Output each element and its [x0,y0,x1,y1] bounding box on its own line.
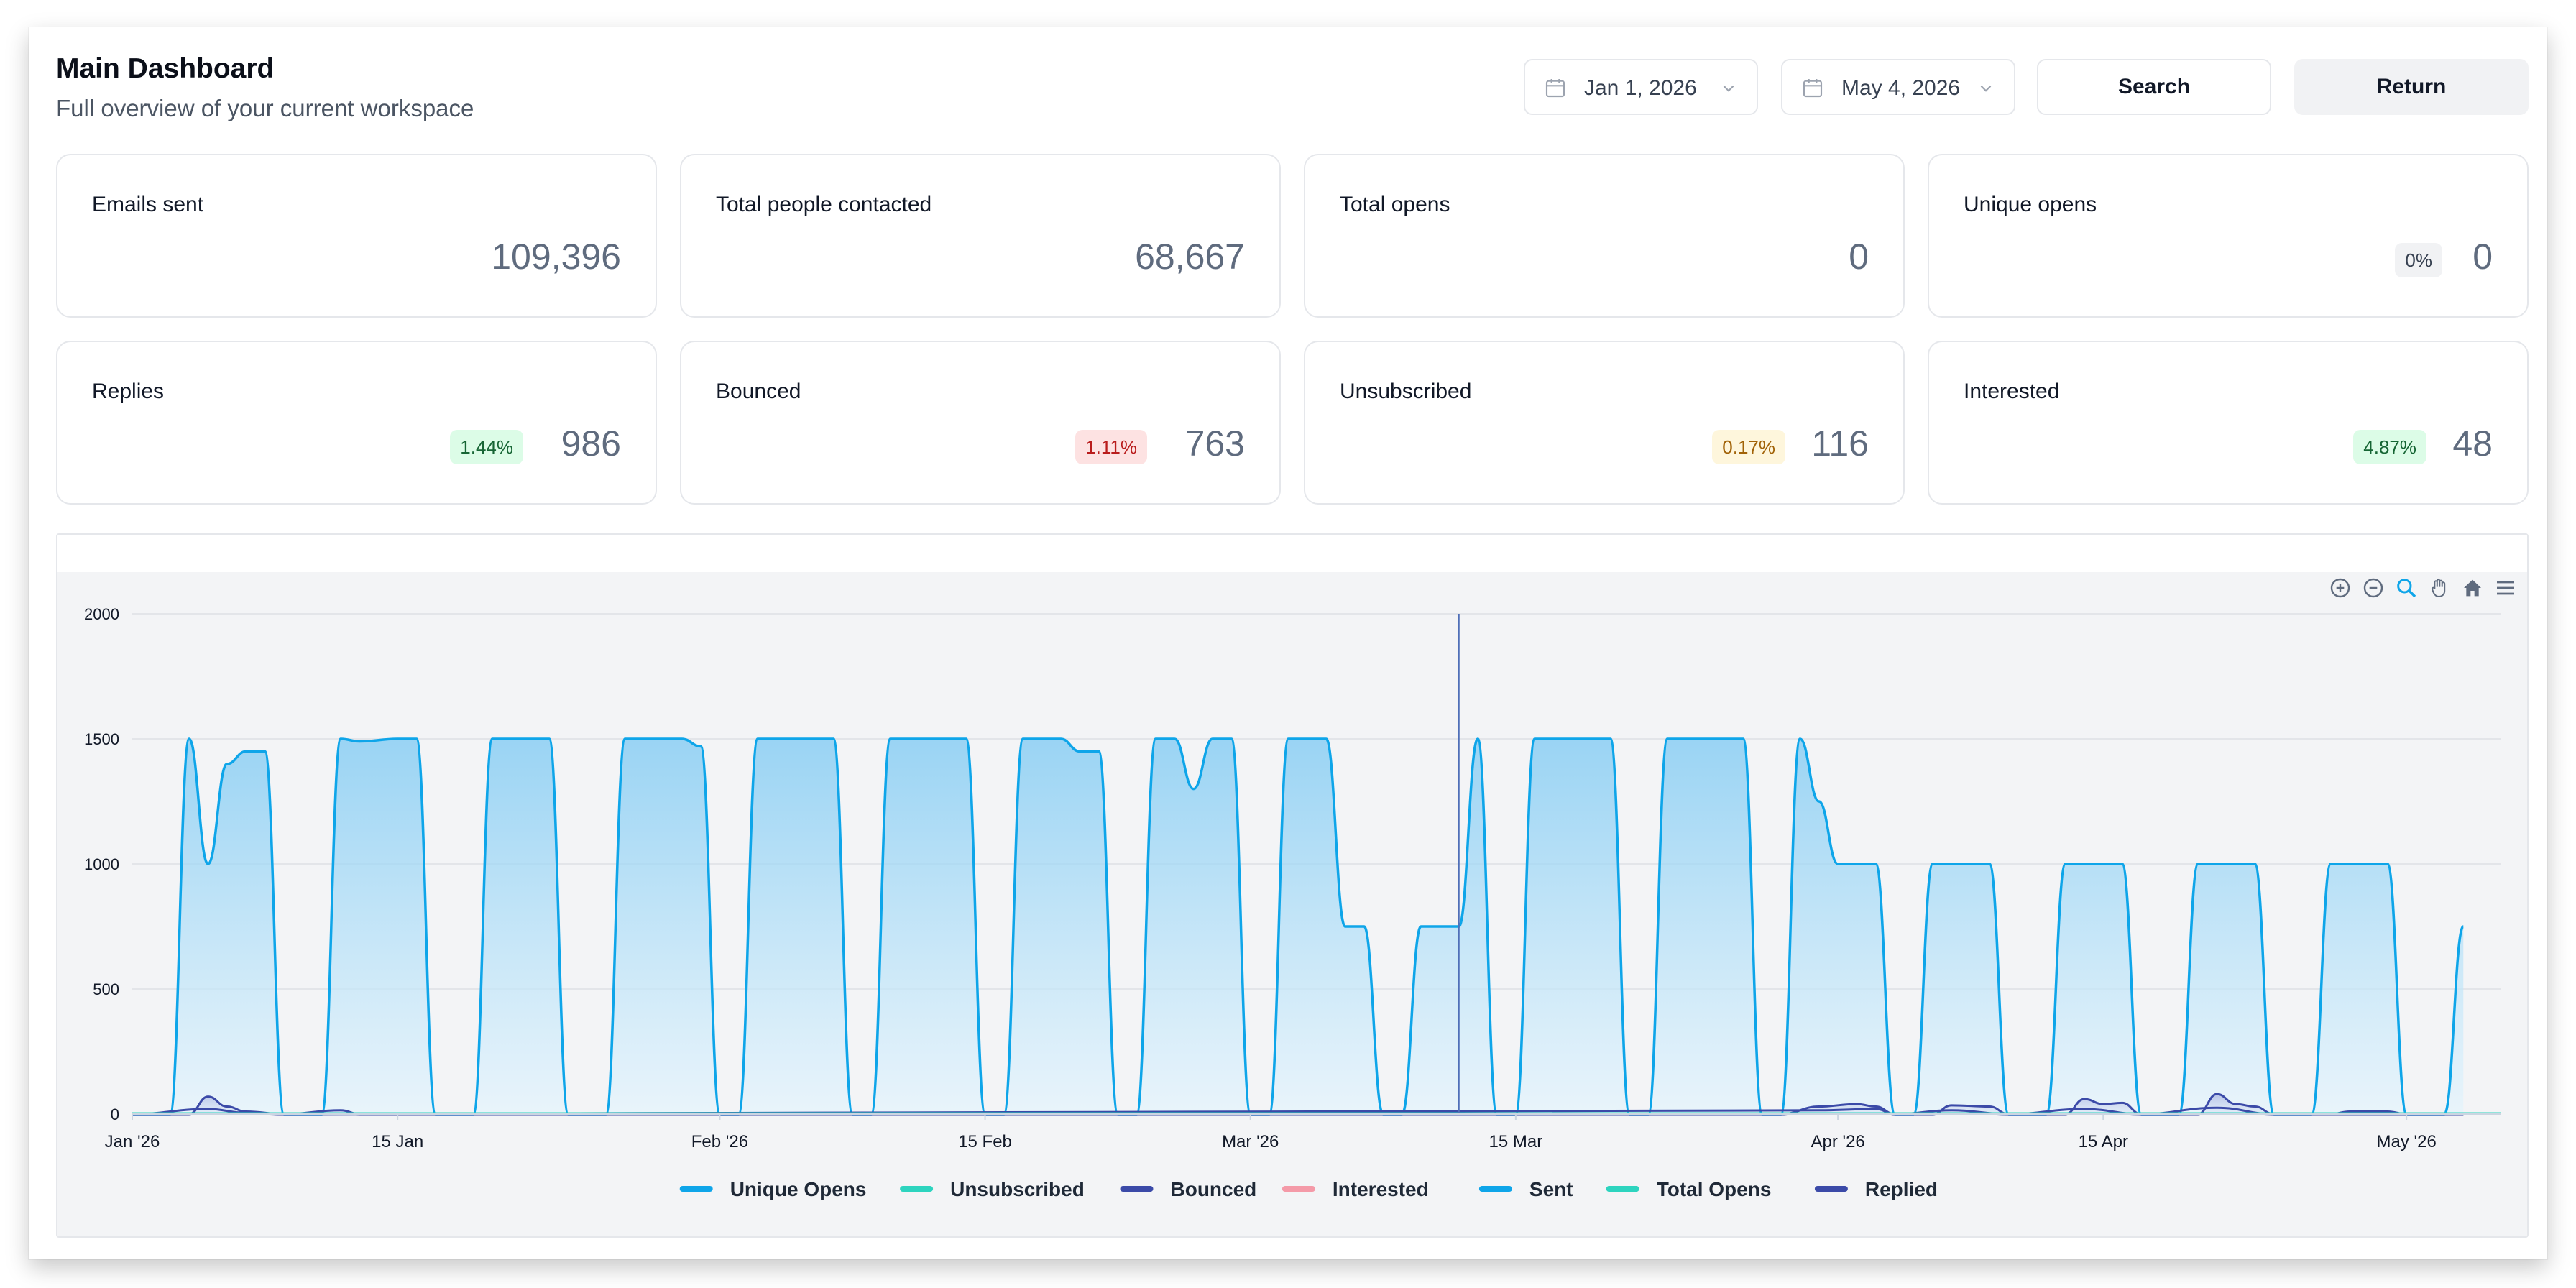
x-tick-label: May '26 [2377,1132,2437,1151]
kpi-label: Unsubscribed [1340,380,1472,403]
zoom-select-icon[interactable] [2395,576,2418,599]
series-line-sent [132,737,2465,1116]
percent-badge: 1.11% [1075,430,1147,464]
legend-item[interactable]: Total Opens [1606,1178,1772,1200]
legend-swatch [679,1186,713,1192]
y-tick-label: 1000 [84,855,119,873]
legend-label: Sent [1530,1178,1573,1200]
pan-hand-icon[interactable] [2428,576,2451,599]
chart-legend: Unique Opens Unsubscribed Bounced Intereste… [679,1178,1938,1200]
calendar-icon [1803,79,1823,98]
chart-axes: 0 500 1000 1500 2000 Jan '26 15 Jan Feb '26 15 F… [84,605,2501,1151]
chevron-down-icon [1723,85,1734,92]
y-tick-label: 2000 [84,605,119,623]
kpi-card-unique-opens: Unique opens 0% 0 [1928,154,2529,318]
kpi-card-replies: Replies 1.44% 986 [56,341,657,505]
y-tick-label: 0 [111,1105,119,1123]
y-tick-label: 500 [93,980,119,998]
x-tick-label: 15 Mar [1489,1132,1543,1151]
legend-item[interactable]: Bounced [1120,1178,1257,1200]
end-date-picker[interactable]: May 4, 2026 [1781,59,2015,115]
legend-swatch [1814,1186,1848,1192]
x-tick-label: 15 Apr [2079,1132,2128,1151]
legend-item[interactable]: Interested [1282,1178,1429,1200]
kpi-card-people-contacted: Total people contacted 68,667 [680,154,1281,318]
legend-label: Total Opens [1657,1178,1772,1200]
kpi-value: 48 [2452,423,2493,464]
page-subtitle: Full overview of your current workspace [56,95,474,121]
legend-item[interactable]: Replied [1814,1178,1938,1200]
kpi-label: Bounced [716,380,801,403]
x-tick-label: Jan '26 [105,1132,160,1151]
kpi-label: Emails sent [92,193,204,216]
activity-chart-panel: 0 500 1000 1500 2000 Jan '26 15 Jan Feb '26 15 F… [56,533,2529,1238]
return-button[interactable]: Return [2294,59,2529,115]
chart-toolbar [2329,576,2517,599]
x-tick-label: Apr '26 [1811,1132,1864,1151]
x-tick-label: 15 Jan [372,1132,423,1151]
percent-badge: 4.87% [2353,430,2426,464]
legend-swatch [1282,1186,1315,1192]
end-date-value: May 4, 2026 [1841,76,1961,100]
kpi-value: 763 [1184,423,1245,464]
kpi-label: Unique opens [1964,193,2097,216]
legend-label: Unsubscribed [950,1178,1085,1200]
calendar-icon [1545,79,1565,98]
legend-swatch [1606,1186,1639,1192]
legend-swatch [900,1186,934,1192]
chevron-down-icon [1980,85,1992,92]
kpi-value: 0 [2472,236,2493,277]
start-date-value: Jan 1, 2026 [1584,76,1697,100]
kpi-value: 109,396 [491,236,621,277]
kpi-label: Total opens [1340,193,1450,216]
legend-label: Interested [1333,1178,1429,1200]
kpi-value: 68,667 [1135,236,1245,277]
legend-swatch [1478,1186,1512,1192]
kpi-card-bounced: Bounced 1.11% 763 [680,341,1281,505]
percent-badge: 0.17% [1712,430,1785,464]
kpi-card-total-opens: Total opens 0 [1304,154,1905,318]
x-tick-label: 15 Feb [958,1132,1012,1151]
activity-area-chart[interactable]: 0 500 1000 1500 2000 Jan '26 15 Jan Feb '26 15 F… [58,535,2527,1236]
kpi-value: 986 [561,423,621,464]
kpi-card-interested: Interested 4.87% 48 [1928,341,2529,505]
kpi-label: Interested [1964,380,2060,403]
kpi-value: 0 [1849,236,1869,277]
legend-item[interactable]: Unique Opens [679,1178,867,1200]
percent-badge: 1.44% [450,430,523,464]
zoom-out-icon[interactable] [2362,576,2385,599]
dashboard-window: Main Dashboard Full overview of your cur… [29,27,2547,1259]
percent-badge: 0% [2395,243,2442,277]
legend-label: Replied [1865,1178,1938,1200]
y-tick-label: 1500 [84,730,119,748]
start-date-picker[interactable]: Jan 1, 2026 [1524,59,1758,115]
x-tick-label: Feb '26 [691,1132,748,1151]
menu-icon[interactable] [2494,576,2517,599]
legend-label: Bounced [1171,1178,1257,1200]
series-line-replied [132,1092,2464,1116]
search-button[interactable]: Search [2037,59,2271,115]
kpi-card-unsubscribed: Unsubscribed 0.17% 116 [1304,341,1905,505]
page-title: Main Dashboard [56,53,275,84]
kpi-label: Total people contacted [716,193,932,216]
x-tick-label: Mar '26 [1222,1132,1279,1151]
legend-label: Unique Opens [730,1178,867,1200]
legend-swatch [1120,1186,1154,1192]
legend-item[interactable]: Unsubscribed [900,1178,1085,1200]
legend-item[interactable]: Sent [1478,1178,1573,1200]
zoom-in-icon[interactable] [2329,576,2352,599]
kpi-label: Replies [92,380,165,403]
reset-home-icon[interactable] [2461,576,2484,599]
kpi-value: 116 [1811,423,1869,464]
series-area-sent [132,739,2464,1114]
kpi-card-emails-sent: Emails sent 109,396 [56,154,657,318]
